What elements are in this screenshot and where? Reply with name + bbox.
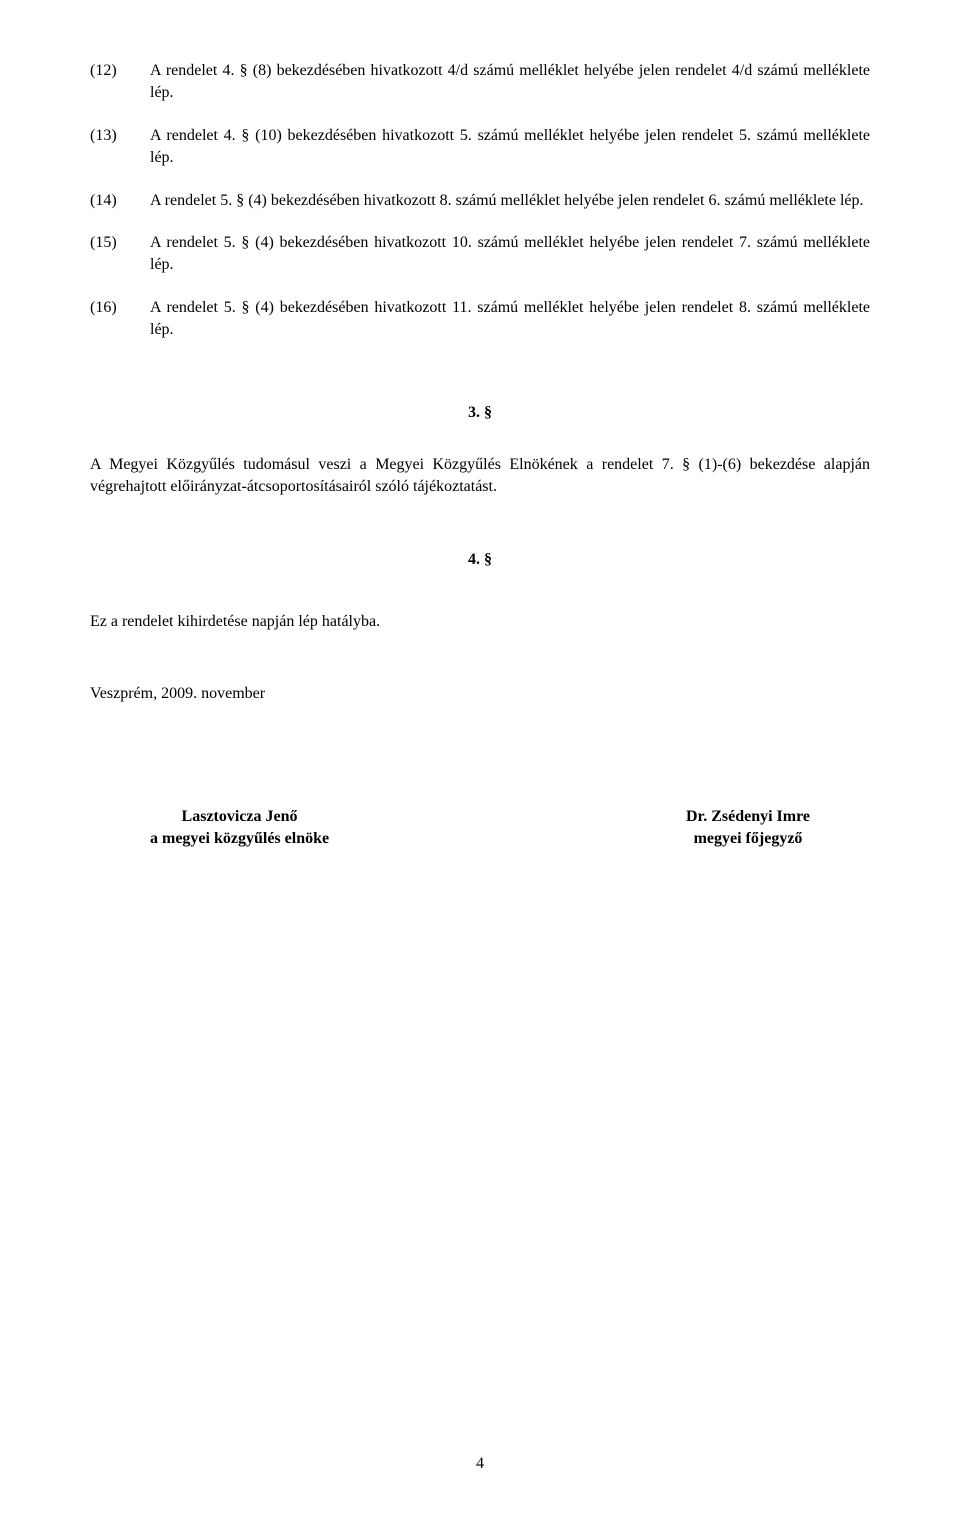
clause-number: (13) <box>90 125 150 170</box>
clause-item: (16) A rendelet 5. § (4) bekezdésében hi… <box>90 297 870 342</box>
clause-number: (14) <box>90 190 150 212</box>
signature-left-name: Lasztovicza Jenő <box>150 806 329 828</box>
clause-number: (15) <box>90 232 150 277</box>
section-4-text: Ez a rendelet kihirdetése napján lép hat… <box>90 611 870 633</box>
signature-left-title: a megyei közgyűlés elnöke <box>150 828 329 850</box>
signature-right: Dr. Zsédenyi Imre megyei főjegyző <box>686 806 810 851</box>
clause-number: (16) <box>90 297 150 342</box>
clause-text: A rendelet 5. § (4) bekezdésében hivatko… <box>150 297 870 342</box>
section-3-heading: 3. § <box>90 402 870 424</box>
signature-right-name: Dr. Zsédenyi Imre <box>686 806 810 828</box>
section-4-heading: 4. § <box>90 549 870 571</box>
signature-right-title: megyei főjegyző <box>686 828 810 850</box>
clause-item: (13) A rendelet 4. § (10) bekezdésében h… <box>90 125 870 170</box>
clause-number: (12) <box>90 60 150 105</box>
clause-text: A rendelet 5. § (4) bekezdésében hivatko… <box>150 190 870 212</box>
clause-item: (12) A rendelet 4. § (8) bekezdésében hi… <box>90 60 870 105</box>
date-place: Veszprém, 2009. november <box>90 683 870 705</box>
signature-row: Lasztovicza Jenő a megyei közgyűlés elnö… <box>90 806 870 851</box>
clause-item: (14) A rendelet 5. § (4) bekezdésében hi… <box>90 190 870 212</box>
page-number: 4 <box>0 1453 960 1475</box>
clause-text: A rendelet 4. § (8) bekezdésében hivatko… <box>150 60 870 105</box>
signature-left: Lasztovicza Jenő a megyei közgyűlés elnö… <box>150 806 329 851</box>
numbered-clause-list: (12) A rendelet 4. § (8) bekezdésében hi… <box>90 60 870 342</box>
clause-text: A rendelet 4. § (10) bekezdésében hivatk… <box>150 125 870 170</box>
section-3-text: A Megyei Közgyűlés tudomásul veszi a Meg… <box>90 454 870 499</box>
clause-text: A rendelet 5. § (4) bekezdésében hivatko… <box>150 232 870 277</box>
clause-item: (15) A rendelet 5. § (4) bekezdésében hi… <box>90 232 870 277</box>
